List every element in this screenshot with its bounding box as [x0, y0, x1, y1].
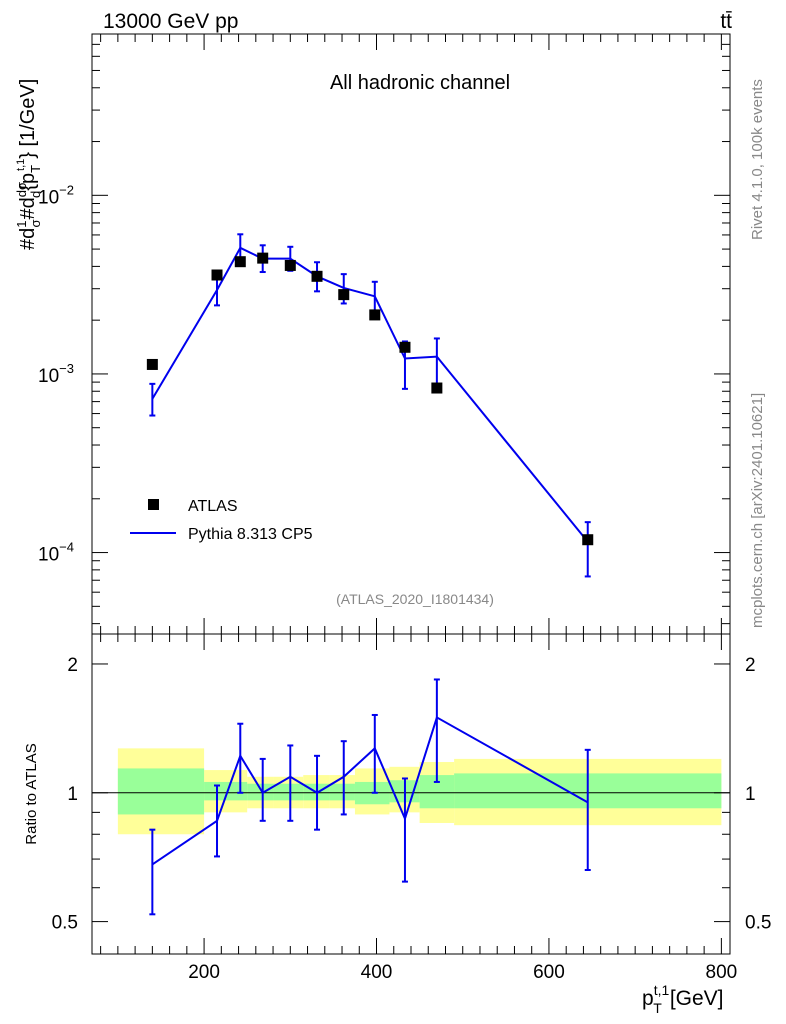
atlas-data-point [431, 382, 443, 394]
x-tick-label: 800 [706, 962, 738, 983]
ratio-y-tick-label-left: 1 [67, 784, 78, 805]
ratio-y-tick-label-right: 0.5 [745, 913, 771, 934]
legend-data-marker [148, 499, 159, 510]
atlas-data-point [369, 309, 381, 321]
legend-data-label: ATLAS [188, 498, 238, 515]
x-tick-label: 400 [361, 962, 393, 983]
atlas-data-point [311, 270, 323, 282]
analysis-id-label: (ATLAS_2020_I1801434) [336, 591, 494, 607]
data-uncertainty-band-inner [329, 783, 355, 801]
x-tick-label: 200 [188, 962, 220, 983]
main-y-tick-label: 10−3 [38, 361, 74, 387]
mcplots-reference-label: mcplots.cern.ch [arXiv:2401.10621] [749, 393, 766, 628]
atlas-data-point [284, 259, 296, 271]
legend-mc-label: Pythia 8.313 CP5 [188, 526, 313, 543]
data-uncertainty-band-inner [247, 783, 274, 801]
ratio-y-tick-label-left: 2 [67, 655, 78, 676]
data-uncertainty-band-inner [273, 783, 304, 801]
main-y-axis-title: #d1σ#ddσd{pTt,1} [1/GeV] [14, 79, 43, 250]
data-uncertainty-band-inner [204, 781, 248, 801]
atlas-data-point [234, 256, 246, 268]
y-axis-title-formula: #d1σ#ddσd{pTt,1} [1/GeV] [14, 79, 43, 250]
rivet-version-label: Rivet 4.1.0, 100k events [749, 79, 766, 240]
atlas-data-point [582, 534, 594, 546]
process-label: tt̄ [720, 10, 732, 33]
atlas-data-point [338, 289, 350, 301]
main-y-tick-label: 10−2 [38, 182, 74, 208]
channel-label: All hadronic channel [330, 72, 510, 94]
atlas-data-point [211, 269, 223, 281]
main-plot-frame [91, 33, 731, 635]
atlas-data-point [399, 341, 411, 353]
x-tick-label: 600 [533, 962, 565, 983]
data-uncertainty-band-inner [117, 768, 205, 815]
x-axis-title: pt,1 T [GeV] [642, 982, 724, 1016]
atlas-data-point [257, 252, 269, 264]
ratio-y-axis-title: Ratio to ATLAS [23, 743, 40, 844]
atlas-data-point [146, 358, 158, 370]
ratio-y-tick-label-left: 0.5 [52, 913, 78, 934]
ratio-y-tick-label-right: 2 [745, 655, 756, 676]
ratio-y-tick-label-right: 1 [745, 784, 756, 805]
beam-energy-label: 13000 GeV pp [103, 10, 238, 33]
main-y-tick-label: 10−4 [38, 540, 74, 566]
